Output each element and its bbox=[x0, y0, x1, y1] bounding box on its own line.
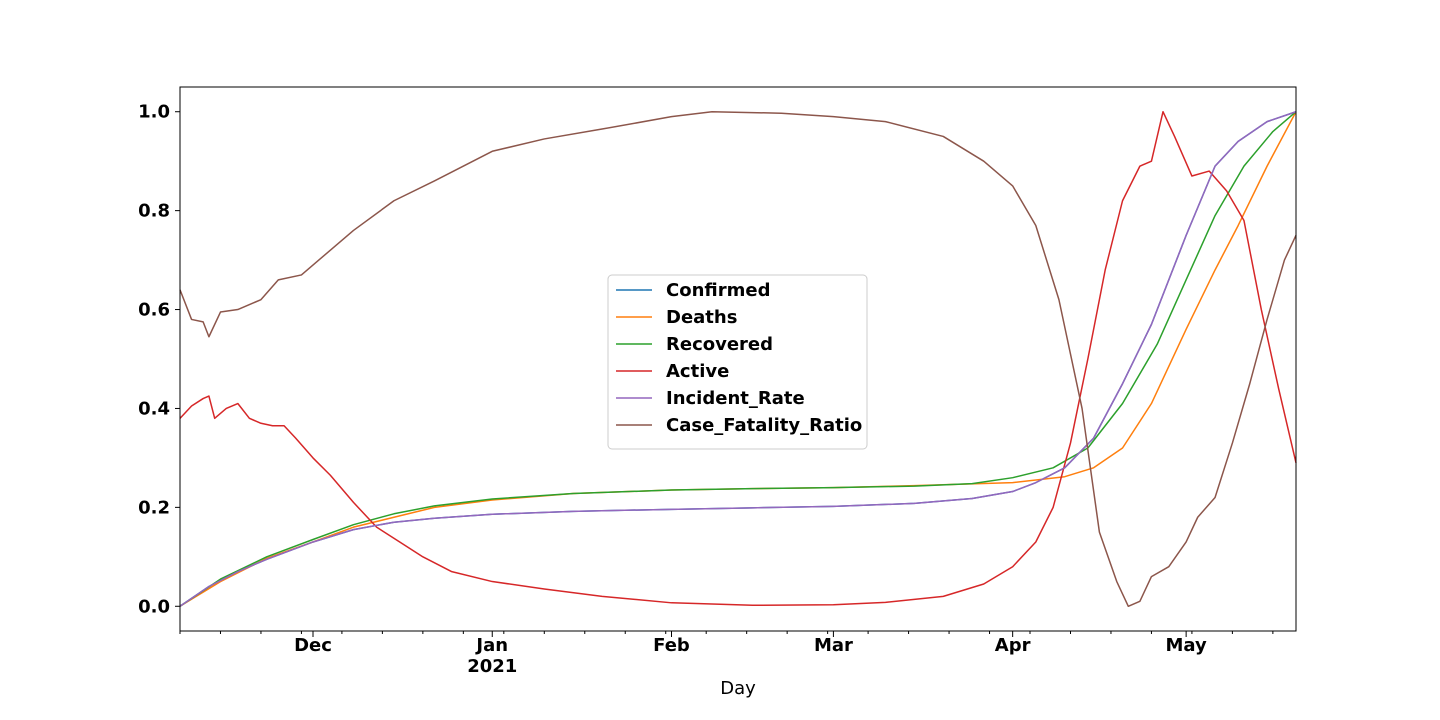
y-tick-label: 0.2 bbox=[138, 497, 170, 518]
x-tick-label: Feb bbox=[653, 635, 690, 656]
series-line-active bbox=[179, 110, 1297, 607]
legend-label: Confirmed bbox=[666, 280, 770, 301]
x-tick-label: Mar bbox=[814, 635, 853, 656]
x-tick-label: Jan bbox=[474, 635, 508, 656]
x-axis-title: Day bbox=[720, 678, 756, 699]
x-tick-label: Apr bbox=[995, 635, 1031, 656]
legend-box bbox=[607, 274, 868, 450]
y-tick-label: 0.0 bbox=[138, 596, 170, 617]
legend-label: Recovered bbox=[666, 334, 773, 355]
legend-label: Incident_Rate bbox=[666, 388, 805, 409]
legend-label: Deaths bbox=[666, 307, 737, 328]
x-tick-year-label: 2021 bbox=[467, 656, 517, 677]
series-line-incident-rate bbox=[179, 111, 1297, 607]
series-layer bbox=[179, 110, 1297, 608]
y-axis: 0.0 0.2 0.4 0.6 0.8 1.0 bbox=[138, 102, 180, 617]
plot-frame bbox=[179, 86, 1297, 632]
series-line-case-fatality-ratio bbox=[179, 110, 1297, 608]
legend-label: Case_Fatality_Ratio bbox=[666, 415, 862, 436]
y-tick-label: 0.8 bbox=[138, 201, 170, 222]
legend-label: Active bbox=[666, 361, 729, 382]
x-tick-label: Dec bbox=[294, 635, 332, 656]
y-tick-label: 1.0 bbox=[138, 102, 170, 123]
x-tick-label: May bbox=[1166, 635, 1208, 656]
series-line-recovered bbox=[179, 111, 1297, 607]
y-tick-label: 0.6 bbox=[138, 300, 170, 321]
y-tick-label: 0.4 bbox=[138, 398, 170, 419]
legend: Confirmed Deaths Recovered Active Incident_R… bbox=[607, 274, 868, 450]
